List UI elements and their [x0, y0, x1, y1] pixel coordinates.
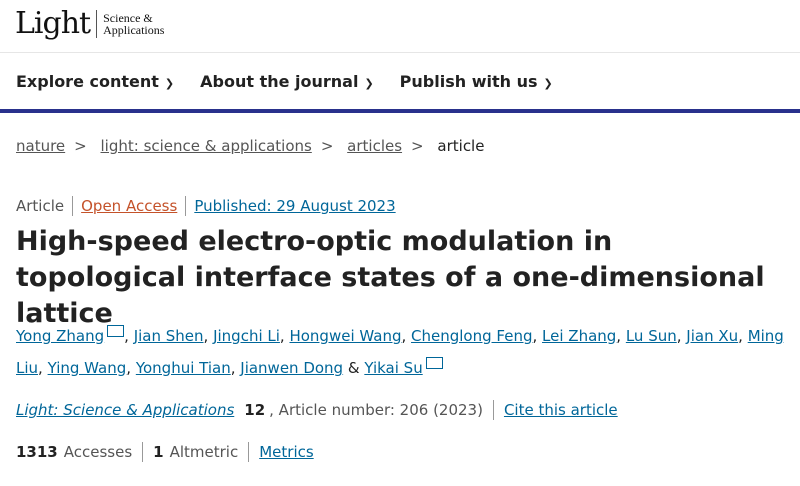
author-link[interactable]: Chenglong Feng — [411, 327, 533, 345]
breadcrumb: nature > light: science & applications > a… — [16, 137, 484, 155]
published-date-link[interactable]: Published: 29 August 2023 — [194, 197, 396, 215]
author-link[interactable]: Hongwei Wang — [289, 327, 402, 345]
article-number: , Article number: 206 (2023) — [269, 401, 483, 419]
logo-divider — [96, 9, 98, 38]
author-list: Yong Zhang, Jian Shen, Jingchi Li, Hongw… — [16, 325, 784, 377]
article-metrics: 1313 Accesses 1 Altmetric Metrics — [16, 442, 314, 462]
author-link[interactable]: Yikai Su — [364, 359, 423, 377]
altmetric-count: 1 — [153, 443, 164, 461]
nav-publish-with-us[interactable]: Publish with us ❯ — [399, 72, 553, 91]
author-link[interactable]: Yong Zhang — [16, 327, 105, 345]
metrics-link[interactable]: Metrics — [259, 443, 314, 461]
journal-link[interactable]: Light: Science & Applications — [16, 401, 235, 419]
author-link[interactable]: Jian Shen — [133, 327, 204, 345]
author-link[interactable]: Jianwen Dong — [240, 359, 344, 377]
divider — [492, 400, 494, 420]
breadcrumb-journal[interactable]: light: science & applications — [100, 137, 312, 155]
breadcrumb-nature[interactable]: nature — [16, 137, 66, 155]
author-link[interactable]: Jian Xu — [686, 327, 739, 345]
email-icon[interactable] — [425, 357, 443, 369]
accesses-count: 1313 — [16, 443, 58, 461]
article-type: Article — [16, 197, 65, 215]
header-divider — [0, 52, 800, 53]
cite-this-article-link[interactable]: Cite this article — [503, 401, 618, 419]
chevron-down-icon: ❯ — [164, 77, 175, 90]
email-icon[interactable] — [107, 325, 125, 337]
divider — [185, 196, 187, 216]
chevron-right-icon: > — [74, 137, 87, 155]
altmetric-label: Altmetric — [169, 443, 239, 461]
nav-explore-content[interactable]: Explore content ❯ — [16, 72, 175, 91]
breadcrumb-current: article — [437, 137, 485, 155]
divider — [248, 442, 250, 462]
author-link[interactable]: Ying Wang — [47, 359, 127, 377]
main-nav: Explore content ❯ About the journal ❯ Publ… — [16, 72, 553, 91]
divider — [142, 442, 144, 462]
chevron-down-icon: ❯ — [364, 77, 374, 90]
breadcrumb-articles[interactable]: articles — [347, 137, 403, 155]
author-link[interactable]: Lei Zhang — [542, 327, 617, 345]
logo-subtitle: Science & Applications — [103, 10, 165, 37]
journal-logo[interactable]: Light Science & Applications — [15, 6, 164, 41]
nav-about-journal[interactable]: About the journal ❯ — [200, 72, 374, 91]
article-meta: Article Open Access Published: 29 August… — [16, 196, 396, 216]
volume: 12 — [244, 401, 266, 419]
chevron-right-icon: > — [320, 137, 334, 155]
accesses-label: Accesses — [63, 443, 133, 461]
author-link[interactable]: Yonghui Tian — [135, 359, 231, 377]
logo-main: Light — [15, 6, 91, 41]
article-title: High-speed electro-optic modulation in t… — [16, 226, 765, 329]
author-link[interactable]: Ming Liu — [16, 327, 784, 377]
author-link[interactable]: Lu Sun — [625, 327, 677, 345]
divider — [72, 196, 74, 216]
author-link[interactable]: Jingchi Li — [213, 327, 280, 345]
open-access-link[interactable]: Open Access — [81, 197, 178, 215]
citation: Light: Science & Applications 12 , Artic… — [16, 400, 618, 420]
chevron-down-icon: ❯ — [543, 77, 553, 90]
chevron-right-icon: > — [411, 137, 424, 155]
nav-border — [0, 109, 800, 113]
